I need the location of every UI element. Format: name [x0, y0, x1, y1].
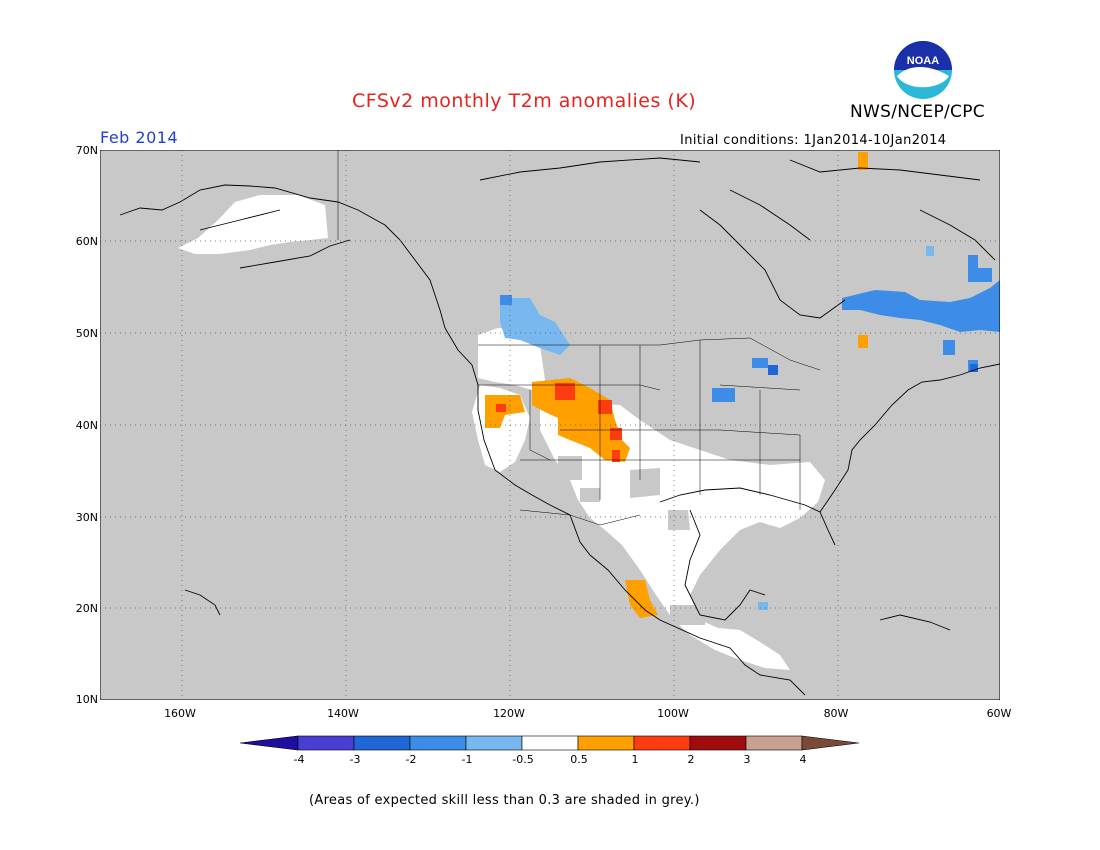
colorbar-segment	[577, 735, 635, 751]
initial-conditions: Initial conditions: 1Jan2014-10Jan2014	[680, 133, 947, 148]
colorbar-segments	[239, 735, 860, 751]
org-label: NWS/NCEP/CPC	[850, 102, 985, 122]
noaa-logo-text: NOAA	[907, 55, 939, 67]
cool-anomaly-areas	[500, 255, 1000, 402]
map-title: CFSv2 monthly T2m anomalies (K)	[352, 90, 697, 112]
lon-label: 80W	[823, 707, 849, 720]
graticule	[100, 150, 1000, 700]
colorbar-label: -4	[293, 753, 305, 766]
colorbar-segment	[633, 735, 691, 751]
lon-label: 60W	[986, 707, 1012, 720]
lon-label: 140W	[327, 707, 359, 720]
lat-label: 30N	[75, 511, 98, 524]
political-borders	[337, 150, 821, 526]
footnote: (Areas of expected skill less than 0.3 a…	[309, 793, 700, 808]
forecast-month: Feb 2014	[100, 128, 179, 147]
strong-cool-anomaly-areas	[768, 364, 978, 375]
lat-label: 60N	[75, 235, 98, 248]
noaa-logo: NOAA	[894, 41, 952, 99]
colorbar-segment	[689, 735, 747, 751]
colorbar-segment	[521, 735, 579, 751]
colorbar-label: 0.5	[570, 753, 588, 766]
lat-label: 10N	[75, 693, 98, 706]
colorbar-segment	[465, 735, 523, 751]
lat-label: 50N	[75, 327, 98, 340]
colorbar-segment	[409, 735, 467, 751]
colorbar-label: -1	[461, 753, 473, 766]
colorbar-label: 4	[799, 753, 807, 766]
colorbar-segment	[745, 735, 803, 751]
colorbar-label: 3	[743, 753, 751, 766]
colorbar-label: -3	[349, 753, 361, 766]
colorbar-arrow-high	[801, 735, 860, 751]
lon-label: 160W	[164, 707, 196, 720]
lon-label: 100W	[657, 707, 689, 720]
colorbar-segment	[297, 735, 355, 751]
colorbar-label: 1	[631, 753, 639, 766]
colorbar-arrow-low	[239, 735, 299, 751]
colorbar-label: -0.5	[512, 753, 534, 766]
low-skill-areas	[558, 456, 705, 625]
colorbar-label: -2	[405, 753, 417, 766]
anomaly-map	[100, 150, 1000, 700]
colorbar	[239, 735, 860, 751]
lat-label: 70N	[75, 144, 98, 157]
colorbar-segment	[353, 735, 411, 751]
hot-anomaly-areas	[496, 383, 622, 462]
colorbar-label: 2	[687, 753, 695, 766]
near-normal-areas	[178, 195, 825, 670]
coastlines	[119, 157, 1000, 696]
lat-label: 20N	[75, 602, 98, 615]
lat-label: 40N	[75, 419, 98, 432]
lon-label: 120W	[493, 707, 525, 720]
